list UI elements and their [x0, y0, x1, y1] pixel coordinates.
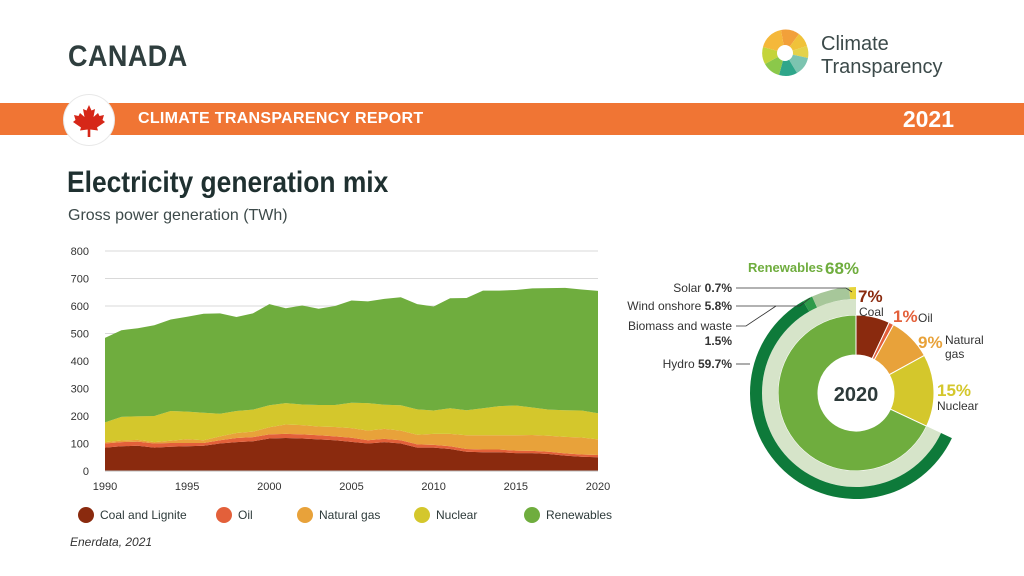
- y-tick-label-0: 0: [83, 466, 89, 478]
- x-tick-label-2010: 2010: [421, 481, 445, 493]
- label-wind-value: 5.8%: [705, 299, 733, 313]
- label-nuclear-percent: 15%: [937, 381, 971, 400]
- y-tick-label-400: 400: [71, 356, 89, 368]
- x-tick-label-2000: 2000: [257, 481, 281, 493]
- label-coal-name: Coal: [859, 305, 884, 319]
- leader-solar: [736, 287, 853, 293]
- y-tick-label-700: 700: [71, 274, 89, 286]
- label-oil-name: Oil: [918, 311, 933, 325]
- label-wind: Wind onshore 5.8%: [627, 299, 732, 313]
- label-nuclear-name: Nuclear: [937, 399, 978, 413]
- electricity-area-chart: 0 100 200 300 400 500 600 700 800 1990 1995 2000 200…: [71, 246, 611, 493]
- country-title: CANADA: [68, 40, 188, 73]
- donut-center: [818, 355, 894, 431]
- source-note: Enerdata, 2021: [70, 535, 153, 549]
- legend-swatch-oil: [216, 507, 232, 523]
- label-gas-name-1: Natural: [945, 333, 984, 347]
- y-tick-label-600: 600: [71, 301, 89, 313]
- report-year: 2021: [902, 106, 954, 132]
- x-tick-label-2015: 2015: [504, 481, 528, 493]
- section-title: Electricity generation mix: [67, 166, 389, 199]
- y-tick-label-300: 300: [71, 384, 89, 396]
- legend-swatch-coal: [78, 507, 94, 523]
- label-hydro-value: 59.7%: [698, 357, 732, 371]
- label-oil-percent: 1%: [893, 307, 918, 326]
- legend-item-gas: Natural gas: [297, 507, 380, 523]
- label-biomass-name: Biomass and waste: [628, 319, 732, 333]
- legend-label-nuclear: Nuclear: [436, 508, 478, 522]
- section-subtitle: Gross power generation (TWh): [68, 207, 288, 224]
- label-gas-name-2: gas: [945, 347, 964, 361]
- legend-item-oil: Oil: [216, 507, 253, 523]
- area-series-nuclear: [105, 402, 598, 443]
- y-tick-label-100: 100: [71, 439, 89, 451]
- y-tick-label-200: 200: [71, 411, 89, 423]
- legend-item-coal: Coal and Lignite: [78, 507, 187, 523]
- x-tick-label-1990: 1990: [93, 481, 117, 493]
- logo-wordmark: Climate Transparency: [821, 33, 943, 79]
- legend-item-renewables: Renewables: [524, 507, 612, 523]
- label-renewables-percent: 68%: [825, 259, 859, 278]
- donut-slice-renewables: [777, 314, 928, 472]
- area-series-oil: [105, 433, 598, 458]
- report-band: [0, 103, 1024, 135]
- legend-label-renewables: Renewables: [546, 508, 613, 522]
- ring-wind: [812, 287, 851, 308]
- climate-transparency-logo: [762, 29, 809, 76]
- x-tick-label-1995: 1995: [175, 481, 199, 493]
- legend-label-oil: Oil: [238, 508, 253, 522]
- legend-swatch-nuclear: [414, 507, 430, 523]
- label-gas-percent: 9%: [918, 333, 943, 352]
- x-tick-label-2020: 2020: [586, 481, 610, 493]
- label-renewables-name: Renewables: [748, 260, 823, 275]
- area-series-renewables: [105, 287, 598, 423]
- label-solar-value: 0.7%: [705, 281, 733, 295]
- leader-wind: [736, 297, 811, 307]
- legend-swatch-gas: [297, 507, 313, 523]
- logo-line-1: Climate: [821, 33, 889, 55]
- label-solar: Solar 0.7%: [673, 281, 732, 295]
- canada-flag-icon: [64, 95, 114, 145]
- donut-center-year: 2020: [834, 384, 879, 406]
- y-tick-label-500: 500: [71, 329, 89, 341]
- label-biomass-value: 1.5%: [705, 334, 733, 348]
- legend-item-nuclear: Nuclear: [414, 507, 477, 523]
- y-tick-label-800: 800: [71, 246, 89, 258]
- logo-line-2: Transparency: [821, 56, 943, 78]
- x-tick-label-2005: 2005: [339, 481, 363, 493]
- legend-label-coal: Coal and Lignite: [100, 508, 187, 522]
- legend-swatch-renewables: [524, 507, 540, 523]
- legend-label-gas: Natural gas: [319, 508, 381, 522]
- report-title: CLIMATE TRANSPARENCY REPORT: [138, 110, 424, 127]
- label-coal-percent: 7%: [858, 287, 883, 306]
- label-hydro: Hydro 59.7%: [663, 357, 733, 371]
- area-series-coal-and-lignite: [105, 438, 598, 471]
- area-series-natural-gas: [105, 424, 598, 456]
- leader-biomass: [736, 305, 777, 327]
- ring-solar: [849, 287, 856, 300]
